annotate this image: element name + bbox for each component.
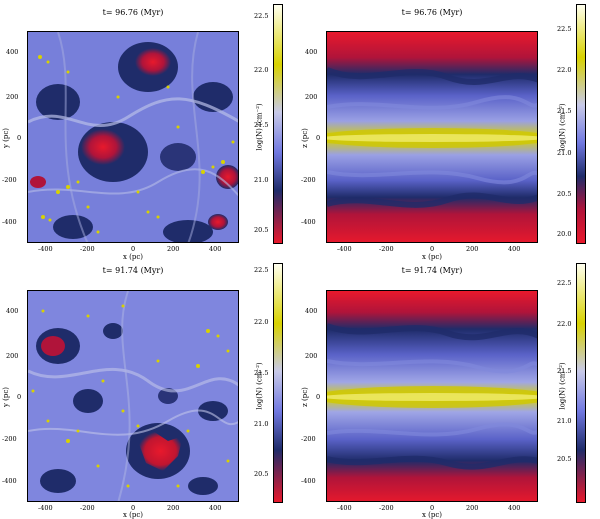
x-axis-label: x (pc) [421,253,443,261]
colorbar-tick: 21.5 [254,369,269,377]
panel-title: t= 91.74 (Myr) [401,266,463,275]
colorbar-tick: 22.5 [254,12,269,20]
y-tick: 0 [316,134,321,142]
colorbar [273,263,283,503]
y-tick: 400 [305,307,318,315]
x-tick: -400 [38,245,53,253]
x-tick: -400 [38,504,53,512]
y-tick: 200 [6,93,19,101]
y-tick: -400 [2,218,17,226]
colorbar-label: log(N) (cm⁻²) [558,362,567,410]
colorbar-tick: 21.0 [557,417,572,425]
x-axis-label: x (pc) [122,253,144,261]
x-tick: -200 [80,245,95,253]
colorbar-tick: 22.0 [557,66,572,74]
x-axis-label: x (pc) [421,511,443,519]
colorbar-tick: 22.5 [254,266,269,274]
y-tick: -200 [2,176,17,184]
y-axis-label: y (pc) [2,127,11,149]
x-tick: 400 [508,245,521,253]
y-tick: 400 [305,48,318,56]
x-tick: 0 [430,504,435,512]
map-edge-on-1 [326,31,538,243]
map-edge-on-2 [326,290,538,502]
x-tick: -200 [379,245,394,253]
colorbar-tick: 22.0 [557,320,572,328]
colorbar-tick: 21.5 [557,367,572,375]
y-tick: 0 [17,134,22,142]
y-axis-label: z (pc) [300,387,309,407]
x-tick: 400 [209,245,222,253]
x-axis-label: x (pc) [122,511,144,519]
x-tick: 200 [167,504,180,512]
colorbar [273,4,283,244]
colorbar-tick: 22.0 [254,66,269,74]
x-tick: 400 [508,504,521,512]
x-tick: -400 [337,504,352,512]
colorbar [576,4,586,244]
y-tick: -200 [301,176,316,184]
x-tick: 400 [209,504,222,512]
panel-title: t= 96.76 (Myr) [401,8,463,17]
y-tick: 200 [305,352,318,360]
y-tick: -400 [301,218,316,226]
x-tick: -200 [379,504,394,512]
colorbar-tick: 20.5 [254,470,269,478]
colorbar-tick: 20.0 [557,230,572,238]
y-tick: 0 [17,393,22,401]
colorbar-tick: 22.0 [254,318,269,326]
x-tick: 0 [131,245,136,253]
x-tick: -200 [80,504,95,512]
map-face-on-2 [27,290,239,502]
x-tick: 200 [466,245,479,253]
colorbar-tick: 21.0 [557,149,572,157]
x-tick: 0 [131,504,136,512]
colorbar-label: log(N) (cm⁻²) [255,103,264,151]
panel-title: t= 96.76 (Myr) [102,8,164,17]
colorbar-tick: 21.5 [557,107,572,115]
colorbar-tick: 20.5 [254,226,269,234]
x-tick: -400 [337,245,352,253]
x-tick: 200 [167,245,180,253]
colorbar-tick: 21.0 [254,176,269,184]
colorbar-tick: 21.0 [254,420,269,428]
colorbar-tick: 22.5 [557,25,572,33]
y-tick: -200 [301,435,316,443]
map-face-on-1 [27,31,239,243]
colorbar-tick: 21.5 [254,121,269,129]
y-tick: -400 [301,477,316,485]
panel-title: t= 91.74 (Myr) [102,266,164,275]
colorbar-tick: 22.5 [557,279,572,287]
y-tick: -200 [2,435,17,443]
y-tick: 200 [6,352,19,360]
y-tick: 400 [6,307,19,315]
y-tick: 400 [6,48,19,56]
x-tick: 200 [466,504,479,512]
colorbar-tick: 20.5 [557,190,572,198]
y-axis-label: y (pc) [2,386,11,408]
colorbar-label: log(N) (cm⁻²) [255,362,264,410]
y-axis-label: z (pc) [300,128,309,148]
colorbar-label: log(N) (cm⁻²) [558,103,567,151]
y-tick: -400 [2,477,17,485]
x-tick: 0 [430,245,435,253]
colorbar-tick: 20.5 [557,455,572,463]
y-tick: 0 [316,393,321,401]
y-tick: 200 [305,93,318,101]
colorbar [576,263,586,503]
